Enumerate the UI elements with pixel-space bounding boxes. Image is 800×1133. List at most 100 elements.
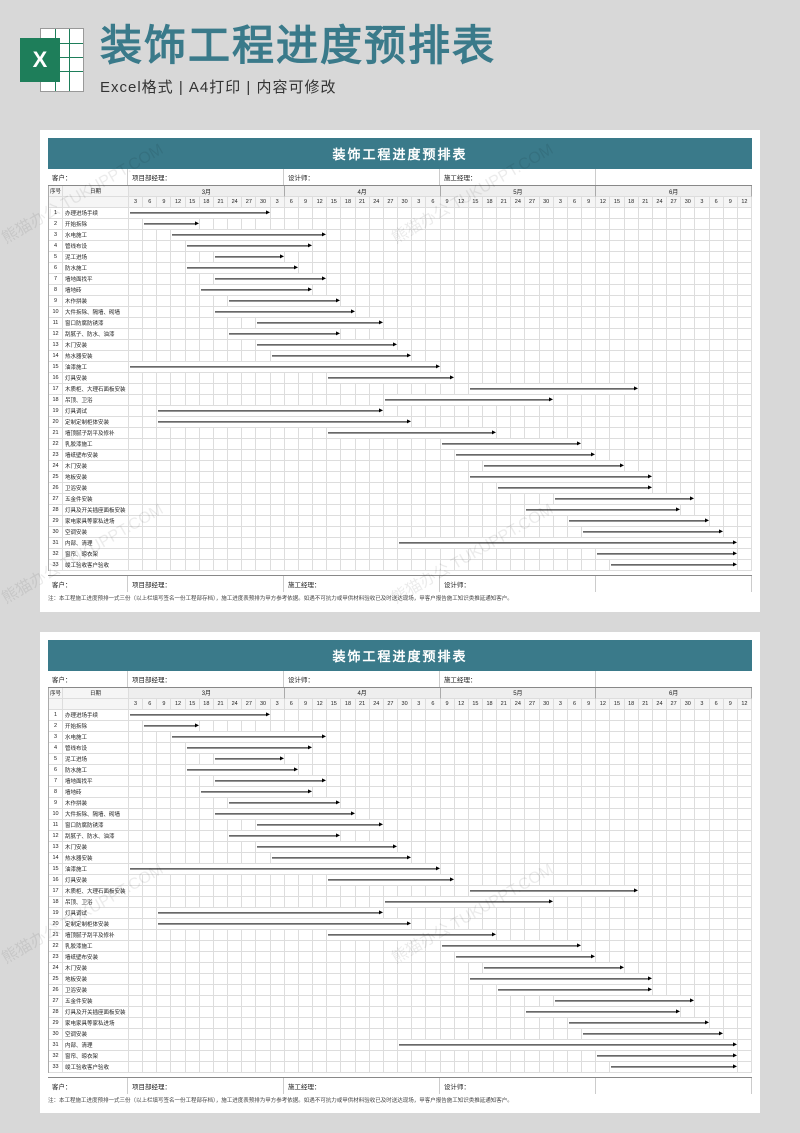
gantt-cell [738, 285, 752, 296]
task-name: 窗帘、晾衣架 [63, 1051, 129, 1062]
gantt-cell [129, 406, 143, 417]
gantt-cell [313, 886, 327, 897]
gantt-cell [356, 743, 370, 754]
task-arrow [215, 813, 352, 814]
task-arrow [158, 421, 408, 422]
gantt-cell [653, 974, 667, 985]
gantt-cell [610, 395, 624, 406]
task-arrow [130, 714, 267, 715]
gantt-cell [398, 996, 412, 1007]
gantt-cell [157, 483, 171, 494]
gantt-cell [455, 274, 469, 285]
gantt-cell [610, 875, 624, 886]
gantt-cell [200, 384, 214, 395]
gantt-cell [398, 274, 412, 285]
gantt-cell [171, 461, 185, 472]
gantt-cell [426, 516, 440, 527]
gantt-cell [398, 329, 412, 340]
gantt-cell [625, 428, 639, 439]
gantt-cell [214, 439, 228, 450]
gantt-cell [242, 373, 256, 384]
task-name: 木作拼装 [63, 798, 129, 809]
gantt-cell [469, 241, 483, 252]
gantt-cell [341, 996, 355, 1007]
gantt-cell [171, 505, 185, 516]
gantt-cell [271, 952, 285, 963]
gantt-cell [426, 974, 440, 985]
gantt-cell [724, 919, 738, 930]
gantt-cell [710, 241, 724, 252]
gantt-cell [129, 809, 143, 820]
gantt-cell [200, 329, 214, 340]
month-header: 3月 [129, 186, 285, 197]
gantt-cell [313, 930, 327, 941]
gantt-cell [412, 516, 426, 527]
gantt-cell [639, 329, 653, 340]
gantt-cell [370, 560, 384, 571]
gantt-cell [695, 985, 709, 996]
gantt-cell [710, 974, 724, 985]
gantt-cell [441, 296, 455, 307]
gantt-cell [327, 886, 341, 897]
gantt-cell [625, 340, 639, 351]
task-name: 木门安装 [63, 461, 129, 472]
gantt-cell [568, 230, 582, 241]
gantt-cell [157, 241, 171, 252]
gantt-cell [667, 340, 681, 351]
gantt-cell [157, 307, 171, 318]
gantt-cell [667, 450, 681, 461]
gantt-cell [256, 930, 270, 941]
gantt-cell [384, 963, 398, 974]
gantt-cell [129, 1018, 143, 1029]
gantt-cell [143, 230, 157, 241]
gantt-cell [483, 494, 497, 505]
gantt-cell [667, 351, 681, 362]
gantt-cell [285, 710, 299, 721]
gantt-cell [200, 798, 214, 809]
gantt-cell [710, 274, 724, 285]
gantt-cell [582, 820, 596, 831]
gantt-cell [738, 538, 752, 549]
gantt-cell [639, 919, 653, 930]
gantt-cell [596, 417, 610, 428]
gantt-cell [483, 985, 497, 996]
gantt-cell [341, 219, 355, 230]
gantt-cell [186, 351, 200, 362]
day-header: 6 [143, 699, 157, 710]
gantt-cell [398, 1040, 738, 1051]
gantt-cell [271, 710, 285, 721]
gantt-cell [398, 560, 412, 571]
gantt-cell [554, 831, 568, 842]
task-name: 灯具调试 [63, 406, 129, 417]
gantt-cell [525, 406, 539, 417]
gantt-cell [426, 732, 440, 743]
gantt-cell [681, 296, 695, 307]
gantt-cell [143, 285, 157, 296]
gantt-cell [299, 765, 313, 776]
gantt-cell [341, 1051, 355, 1062]
gantt-cell [695, 974, 709, 985]
gantt-cell [738, 395, 752, 406]
gantt-cell [129, 549, 143, 560]
gantt-cell [568, 263, 582, 274]
gantt-cell [497, 274, 511, 285]
gantt-cell [384, 538, 398, 549]
gantt-cell [710, 450, 724, 461]
gantt-cell [582, 743, 596, 754]
gantt-cell [469, 798, 483, 809]
gantt-cell [554, 853, 568, 864]
gantt-cell [129, 941, 143, 952]
gantt-cell [299, 996, 313, 1007]
task-name: 卫浴安装 [63, 985, 129, 996]
gantt-cell [639, 417, 653, 428]
gantt-cell [455, 505, 469, 516]
task-arrow [158, 410, 380, 411]
gantt-cell [469, 908, 483, 919]
gantt-cell [271, 560, 285, 571]
gantt-cell [313, 208, 327, 219]
gantt-cell [667, 908, 681, 919]
task-arrow [172, 234, 323, 235]
gantt-cell [157, 853, 171, 864]
gantt-cell [384, 985, 398, 996]
gantt-cell [681, 886, 695, 897]
